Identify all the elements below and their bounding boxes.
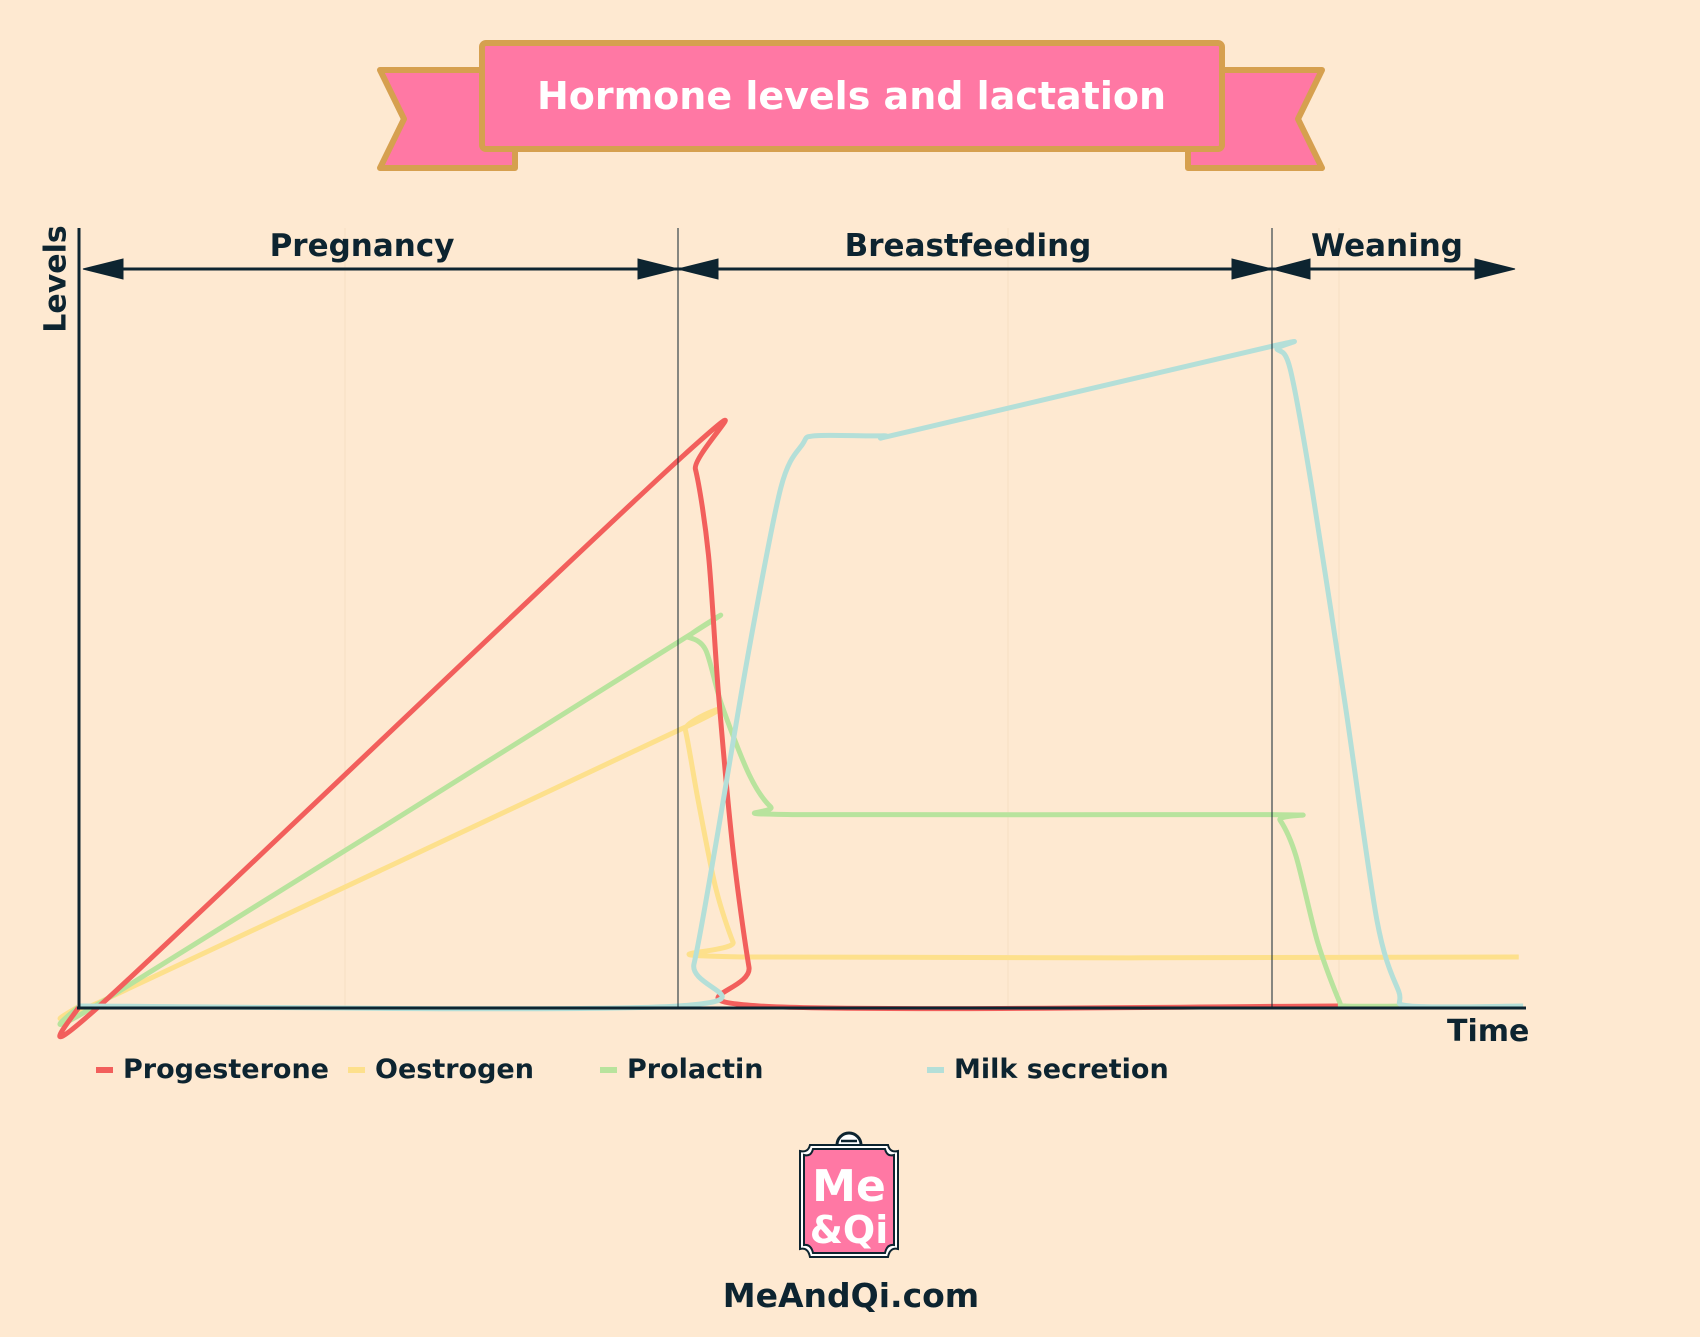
legend-label: Prolactin	[627, 1054, 764, 1085]
legend-label: Oestrogen	[375, 1054, 534, 1085]
logo-badge-icon: Me &Qi	[799, 1131, 899, 1258]
series-line-prolactin	[57, 612, 1411, 1027]
banner-main	[479, 40, 1225, 152]
series-line-milk-secretion	[78, 338, 1524, 1012]
x-axis-label: Time	[1447, 1014, 1530, 1049]
series-layer	[57, 338, 1524, 1040]
phase-label-breastfeeding: Breastfeeding	[844, 228, 1092, 264]
arrowhead-left-icon	[82, 258, 124, 280]
phase-label-weaning: Weaning	[1311, 228, 1463, 264]
series-line-progesterone	[57, 417, 1338, 1040]
y-axis-label: Levels	[38, 225, 74, 333]
legend-item-prolactin: Prolactin	[600, 1054, 764, 1085]
arrowhead-left-icon	[1270, 258, 1311, 280]
arrowhead-left-icon	[677, 258, 719, 280]
site-name: MeAndQi.com	[722, 1276, 980, 1315]
legend-label: Milk secretion	[954, 1054, 1169, 1085]
logo-text-line1: Me	[812, 1161, 886, 1212]
arrowhead-right-icon	[1231, 258, 1273, 280]
title-banner	[377, 40, 1325, 171]
legend-swatch	[600, 1066, 617, 1073]
page-title: Hormone levels and lactation	[536, 73, 1167, 118]
arrowhead-right-icon	[1474, 258, 1516, 280]
phase-arrows	[82, 258, 1516, 280]
faint-gridlines	[344, 228, 1340, 1007]
legend-item-oestrogen: Oestrogen	[348, 1054, 534, 1085]
legend-label: Progesterone	[123, 1054, 329, 1085]
legend-item-progesterone: Progesterone	[96, 1054, 329, 1085]
logo-text-line2: &Qi	[810, 1208, 888, 1252]
meandqi-logo: Me &Qi	[786, 1131, 913, 1268]
phase-label-pregnancy: Pregnancy	[269, 228, 455, 264]
legend-item-milk-secretion: Milk secretion	[927, 1054, 1169, 1085]
arrowhead-right-icon	[637, 258, 679, 280]
legend-swatch	[348, 1066, 365, 1073]
series-line-oestrogen	[57, 706, 1519, 1022]
legend-swatch	[927, 1066, 944, 1073]
legend-swatch	[96, 1066, 113, 1073]
